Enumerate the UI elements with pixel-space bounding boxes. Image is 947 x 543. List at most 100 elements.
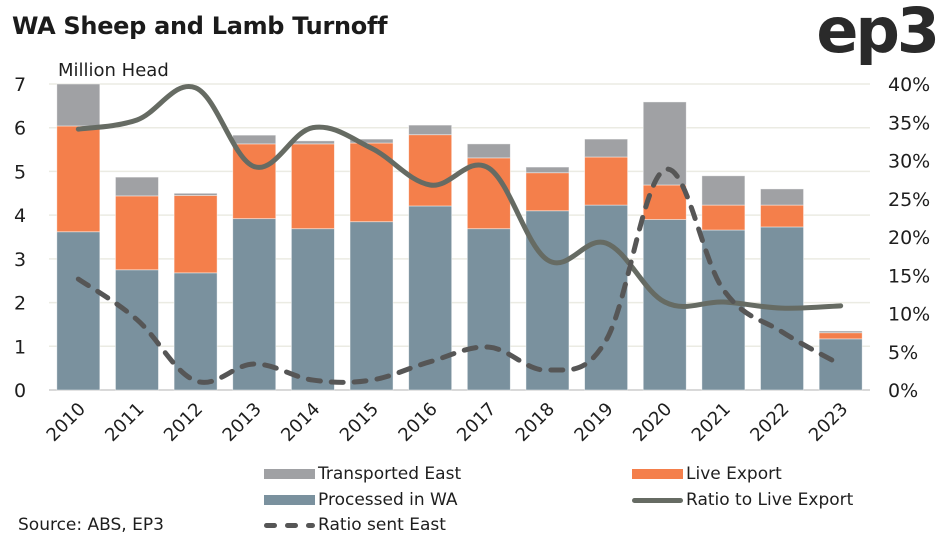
bar-transported-east [56,83,101,127]
x-axis: 2010 2011 2012 2013 2014 2015 2016 2017 2018 2019… [43,399,853,446]
legend-swatch-ratio-live-export [632,497,683,503]
bar-transported-east [290,140,335,145]
bar-stack-2012 [173,192,218,391]
y2-tick-label: 20% [888,227,930,249]
bar-transported-east [818,330,863,334]
legend-item-ratio-live-export: Ratio to Live Export [632,490,853,510]
bar-stack-2023 [818,330,863,391]
gridlines [49,83,870,391]
bar-processed-wa [232,218,277,391]
bars [56,83,863,391]
x-tick-label: 2015 [336,399,383,446]
y-axis-left: 0 1 2 3 4 5 6 7 [14,74,26,402]
y-axis-right: 0% 5% 10% 15% 20% 25% 30% 35% 40% [888,74,930,402]
bar-processed-wa [818,338,863,391]
line-ratio-live-export [75,84,844,311]
y-tick-label: 2 [14,293,26,315]
legend-swatch-live-export [632,469,683,479]
x-tick-label: 2018 [512,399,559,446]
ep3-logo: ep3 [816,0,940,67]
source-note: Source: ABS, EP3 [18,515,164,535]
bar-stack-2018 [525,166,570,391]
x-tick-label: 2011 [101,399,148,446]
bar-transported-east [584,138,629,158]
x-tick-label: 2019 [570,399,617,446]
legend-label: Ratio sent East [318,515,446,535]
bar-processed-wa [466,228,511,391]
bar-transported-east [760,188,804,206]
bar-stack-2017 [466,143,511,391]
y-tick-label: 1 [14,336,26,358]
y-tick-label: 0 [14,380,26,402]
y2-tick-label: 25% [888,189,930,211]
legend-item-transported-east: Transported East [264,464,461,484]
bar-live-export [584,156,629,206]
legend-label: Live Export [686,464,782,484]
bar-transported-east [173,192,218,196]
y2-tick-label: 35% [888,112,930,134]
bar-processed-wa [56,231,101,391]
bar-processed-wa [115,269,159,391]
legend-item-ratio-sent-east: Ratio sent East [264,515,446,535]
bar-transported-east [466,143,511,159]
bar-processed-wa [349,221,394,391]
x-tick-label: 2012 [160,399,207,446]
y2-tick-label: 15% [888,265,930,287]
bar-live-export [115,195,159,271]
legend-item-live-export: Live Export [632,464,782,484]
x-tick-label: 2014 [277,399,324,446]
y2-tick-label: 30% [888,151,930,173]
bar-live-export [701,204,746,231]
legend-swatch-processed-wa [264,495,315,505]
x-tick-label: 2020 [629,399,676,446]
bar-live-export [408,134,453,207]
bar-stack-2013 [232,134,277,391]
chart-title: WA Sheep and Lamb Turnoff [12,12,388,40]
y2-tick-label: 10% [888,304,930,326]
x-tick-label: 2021 [688,399,735,446]
bar-live-export [760,204,804,228]
bar-transported-east [349,138,394,144]
legend-item-processed-wa: Processed in WA [264,490,458,510]
bar-transported-east [232,134,277,145]
legend-label: Ratio to Live Export [686,490,854,510]
bar-transported-east [115,176,159,197]
bar-live-export [56,125,101,233]
bar-live-export [818,332,863,340]
y2-tick-label: 40% [888,74,930,96]
bar-stack-2015 [349,138,394,391]
bar-transported-east [525,166,570,174]
x-tick-label: 2010 [43,399,90,446]
bar-live-export [173,195,218,274]
x-tick-label: 2013 [219,399,266,446]
bar-live-export [290,143,335,230]
y-tick-label: 7 [14,74,26,96]
bar-stack-2014 [290,140,335,391]
bar-processed-wa [290,228,335,391]
legend-swatch-ratio-sent-east [264,522,315,528]
bar-transported-east [701,175,746,206]
legend-swatch-transported-east [264,469,315,479]
bar-stack-2011 [115,176,159,391]
bar-transported-east [642,101,687,186]
bar-stack-2020 [642,101,687,391]
y2-tick-label: 5% [888,342,918,364]
x-tick-label: 2017 [453,399,500,446]
bar-stack-2019 [584,138,629,391]
bar-stack-2021 [701,175,746,391]
y-tick-label: 3 [14,249,26,271]
legend-label: Transported East [318,464,462,484]
x-tick-label: 2022 [746,399,793,446]
bar-stack-2022 [760,188,804,391]
bar-live-export [349,142,394,223]
line-ratio-sent-east [75,166,844,385]
y-tick-label: 5 [14,161,26,183]
x-tick-label: 2016 [394,399,441,446]
bar-stack-2016 [408,124,453,391]
bar-stack-2010 [56,83,101,391]
bar-transported-east [408,124,453,136]
bar-live-export [642,184,687,220]
y2-tick-label: 0% [888,380,918,402]
legend-label: Processed in WA [318,490,458,510]
